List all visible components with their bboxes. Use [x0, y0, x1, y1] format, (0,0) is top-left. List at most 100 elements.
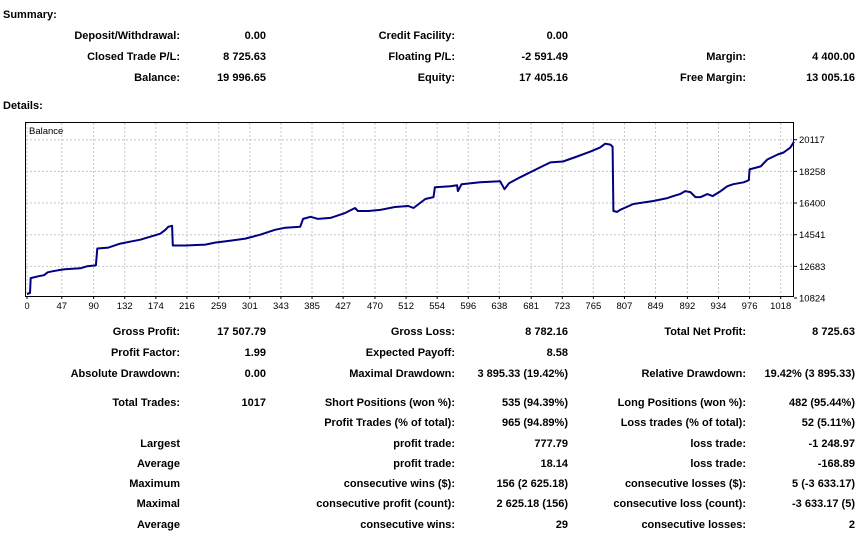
stat-value: 0.00	[244, 30, 266, 42]
x-tick-label: 90	[88, 301, 99, 312]
stat-label: loss trade:	[690, 437, 746, 450]
y-tick-label: 18258	[799, 167, 825, 178]
x-tick-label: 301	[242, 301, 258, 312]
stat-label: Maximal	[136, 498, 180, 511]
y-tick-label: 10824	[799, 294, 825, 305]
x-tick-label: 1018	[770, 301, 791, 312]
stat-label: Maximal Drawdown:	[349, 368, 455, 380]
stat-label: consecutive wins:	[360, 518, 455, 531]
stat-value: -168.89	[817, 457, 855, 470]
stat-value: 5 (-3 633.17)	[792, 478, 855, 491]
stat-value: 18.14	[540, 457, 568, 470]
trades-stats-table: Total Trades: 1017 Short Positions (won %)…	[0, 393, 855, 533]
stat-label: Expected Payoff:	[365, 347, 455, 359]
stat-value: 0.00	[546, 30, 568, 42]
stat-value	[180, 434, 266, 454]
stat-value	[180, 454, 266, 474]
stat-value: 1017	[241, 397, 266, 409]
stat-label: profit trade:	[393, 437, 455, 450]
plot-border	[25, 122, 794, 297]
stat-value: 19 996.65	[217, 72, 266, 84]
x-tick-label: 385	[304, 301, 320, 312]
x-tick-label: 765	[585, 301, 601, 312]
stat-label: Free Margin:	[679, 72, 746, 84]
stat-value: 156 (2 625.18)	[496, 478, 568, 491]
stat-label: Loss trades (% of total):	[620, 417, 746, 430]
stat-label: Long Positions (won %):	[617, 397, 746, 409]
stat-label: Closed Trade P/L:	[87, 51, 180, 63]
x-tick-label: 343	[273, 301, 289, 312]
stat-value: 3 895.33 (19.42%)	[477, 368, 568, 380]
stat-value: 0.00	[244, 368, 266, 380]
x-tick-label: 427	[335, 301, 351, 312]
stat-value	[180, 494, 266, 514]
stat-label: Profit Trades (% of total):	[324, 417, 455, 430]
stat-value: 8.58	[546, 347, 568, 359]
stat-label	[0, 413, 180, 433]
stat-label: Relative Drawdown:	[641, 368, 746, 380]
stat-value	[746, 26, 855, 47]
stat-label: Average	[136, 457, 180, 470]
x-tick-label: 259	[211, 301, 227, 312]
stat-label: Total Trades:	[112, 397, 180, 409]
stat-label: loss trade:	[690, 457, 746, 470]
stat-value: 29	[555, 518, 568, 531]
x-tick-label: 512	[398, 301, 414, 312]
x-tick-label: 849	[648, 301, 664, 312]
stat-label: consecutive wins ($):	[343, 478, 455, 491]
stat-label: Gross Loss:	[390, 326, 455, 338]
stat-value: 19.42% (3 895.33)	[764, 368, 855, 380]
x-tick-label: 174	[148, 301, 164, 312]
stat-value: 17 405.16	[519, 72, 568, 84]
stat-label: Floating P/L:	[388, 51, 455, 63]
stat-label: consecutive losses:	[641, 518, 746, 531]
stat-value: 777.79	[534, 437, 568, 450]
stat-value: -3 633.17 (5)	[792, 498, 855, 511]
stat-label	[568, 26, 746, 47]
stat-label: Short Positions (won %):	[324, 397, 455, 409]
stat-value: 965 (94.89%)	[501, 417, 568, 430]
stat-value: 17 507.79	[217, 326, 266, 338]
x-tick-label: 596	[460, 301, 476, 312]
y-tick-label: 12683	[799, 262, 825, 273]
stat-value: 1.99	[244, 347, 266, 359]
x-tick-label: 976	[742, 301, 758, 312]
stat-label: Equity:	[417, 72, 455, 84]
x-tick-label: 638	[491, 301, 507, 312]
stat-value: 535 (94.39%)	[501, 397, 568, 409]
stat-value	[180, 413, 266, 433]
stat-value: 8 725.63	[223, 51, 266, 63]
stat-label: consecutive profit (count):	[316, 498, 455, 511]
y-tick-label: 14541	[799, 230, 825, 241]
stat-value: 2	[848, 518, 855, 531]
x-tick-label: 892	[679, 301, 695, 312]
balance-line	[26, 141, 795, 295]
stat-value: 52 (5.11%)	[801, 417, 855, 430]
stat-label: Gross Profit:	[112, 326, 180, 338]
stat-label: profit trade:	[393, 457, 455, 470]
stat-label: Credit Facility:	[378, 30, 455, 42]
stat-label: Profit Factor:	[110, 347, 180, 359]
stat-label: Total Net Profit:	[664, 326, 746, 338]
x-tick-label: 132	[117, 301, 133, 312]
summary-heading: Summary:	[3, 9, 57, 21]
y-tick-label: 20117	[799, 135, 825, 146]
stat-label: Absolute Drawdown:	[70, 368, 180, 380]
stat-value: 13 005.16	[806, 72, 855, 84]
y-tick-label: 16400	[799, 199, 825, 210]
stat-value: 4 400.00	[812, 51, 855, 63]
stat-label: Balance:	[134, 72, 180, 84]
x-tick-label: 723	[554, 301, 570, 312]
stat-value: 8 782.16	[525, 326, 568, 338]
stat-value	[180, 515, 266, 533]
x-tick-label: 47	[57, 301, 68, 312]
x-tick-label: 681	[523, 301, 539, 312]
results-stats-table: Gross Profit: 17 507.79 Gross Loss: 8 782.1…	[0, 322, 855, 385]
chart-title: Balance	[29, 126, 63, 137]
stat-value: 2 625.18 (156)	[496, 498, 568, 511]
x-tick-label: 807	[617, 301, 633, 312]
stat-value: 8 725.63	[812, 326, 855, 338]
x-tick-label: 934	[711, 301, 727, 312]
stat-value	[180, 474, 266, 494]
